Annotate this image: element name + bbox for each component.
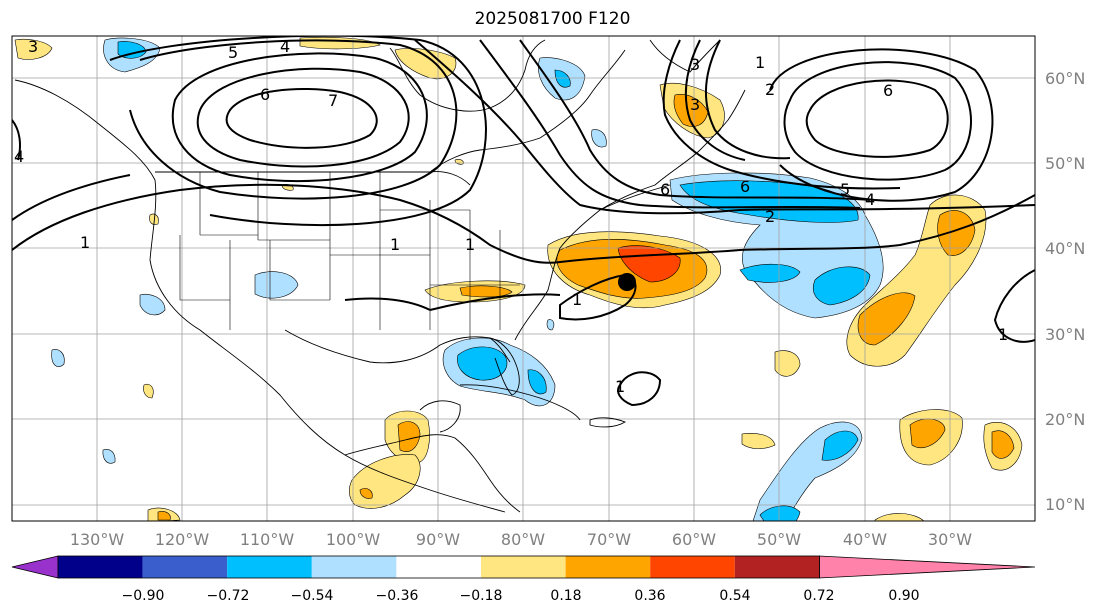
colorbar-segment: [734, 556, 820, 578]
lon-label: 60°W: [672, 530, 716, 549]
contour-label: 3: [690, 55, 700, 74]
contour-label: 2: [765, 207, 775, 226]
height-contours: [12, 36, 1035, 407]
graticule: [12, 36, 1035, 521]
colorbar-tick: 0.72: [803, 588, 834, 604]
colorbar-tick: 0.36: [634, 588, 665, 604]
contour-label: 1: [390, 235, 400, 254]
colorbar-segment: [565, 556, 651, 578]
colorbar-border: [57, 555, 820, 579]
colorbar: [11, 555, 1036, 579]
coastlines: [14, 39, 746, 513]
colorbar-tick: −0.72: [207, 588, 250, 604]
contour-label: 4: [14, 147, 24, 166]
contour-label: 1: [80, 233, 90, 252]
lon-label: 70°W: [587, 530, 631, 549]
contour-label: 5: [840, 180, 850, 199]
contour-label: 1: [615, 377, 625, 396]
colorbar-tick: −0.36: [376, 588, 419, 604]
colorbar-segment: [58, 556, 143, 578]
contour-label: 6: [660, 180, 670, 199]
lon-label: 30°W: [928, 530, 972, 549]
lat-label: 30°N: [1045, 325, 1085, 344]
colorbar-segment: [311, 556, 397, 578]
map-frame: [11, 35, 1036, 522]
colorbar-extend-high: [819, 555, 1036, 579]
colorbar-tick: −0.18: [460, 588, 503, 604]
lat-label: 20°N: [1045, 410, 1085, 429]
contour-label: 5: [228, 43, 238, 62]
contour-label: 6: [740, 177, 750, 196]
latitude-labels: 60°N 50°N 40°N 30°N 20°N 10°N: [1045, 69, 1085, 514]
colorbar-tick: 0.18: [550, 588, 581, 604]
colorbar-segment: [650, 556, 735, 578]
storm-center-marker: [618, 273, 636, 291]
lon-label: 110°W: [240, 530, 295, 549]
map-title: 2025081700 F120: [474, 9, 631, 29]
colorbar-segment: [142, 556, 228, 578]
lon-label: 50°W: [757, 530, 801, 549]
contour-labels: 3 5 4 6 7 4 1 1 2 3 1 6 1 3 2 5 4 6 1 1 …: [14, 37, 1008, 396]
colorbar-tick: −0.54: [291, 588, 334, 604]
colorbar-extend-low: [11, 555, 59, 579]
lat-label: 10°N: [1045, 495, 1085, 514]
contour-label: 3: [690, 95, 700, 114]
lon-label: 100°W: [326, 530, 381, 549]
contour-label: 1: [572, 290, 582, 309]
anomaly-shading: [14, 36, 1023, 521]
contour-label: 4: [865, 190, 875, 209]
longitude-labels: 130°W 120°W 110°W 100°W 90°W 80°W 70°W 6…: [70, 530, 972, 549]
contour-label: 6: [883, 81, 893, 100]
contour-label: 1: [465, 235, 475, 254]
state-borders: [179, 172, 520, 340]
colorbar-segment: [481, 556, 566, 578]
lat-label: 60°N: [1045, 69, 1085, 88]
contour-label: 7: [328, 91, 338, 110]
colorbar-tick-labels: −0.90 −0.72 −0.54 −0.36 −0.18 0.18 0.36 …: [122, 588, 920, 604]
lon-label: 120°W: [155, 530, 210, 549]
colorbar-tick: −0.90: [122, 588, 165, 604]
contour-label: 4: [280, 37, 290, 56]
contour-label: 6: [260, 85, 270, 104]
lon-label: 130°W: [70, 530, 125, 549]
contour-label: 1: [755, 53, 765, 72]
colorbar-segment: [227, 556, 312, 578]
colorbar-segment: [396, 556, 481, 578]
lon-label: 40°W: [843, 530, 887, 549]
colorbar-tick: 0.90: [888, 588, 919, 604]
contour-label: 2: [765, 80, 775, 99]
contour-label: 3: [28, 37, 38, 56]
colorbar-tick: 0.54: [719, 588, 750, 604]
lat-label: 50°N: [1045, 154, 1085, 173]
contour-label: 1: [998, 325, 1008, 344]
lon-label: 90°W: [416, 530, 460, 549]
lon-label: 80°W: [501, 530, 545, 549]
lat-label: 40°N: [1045, 239, 1085, 258]
